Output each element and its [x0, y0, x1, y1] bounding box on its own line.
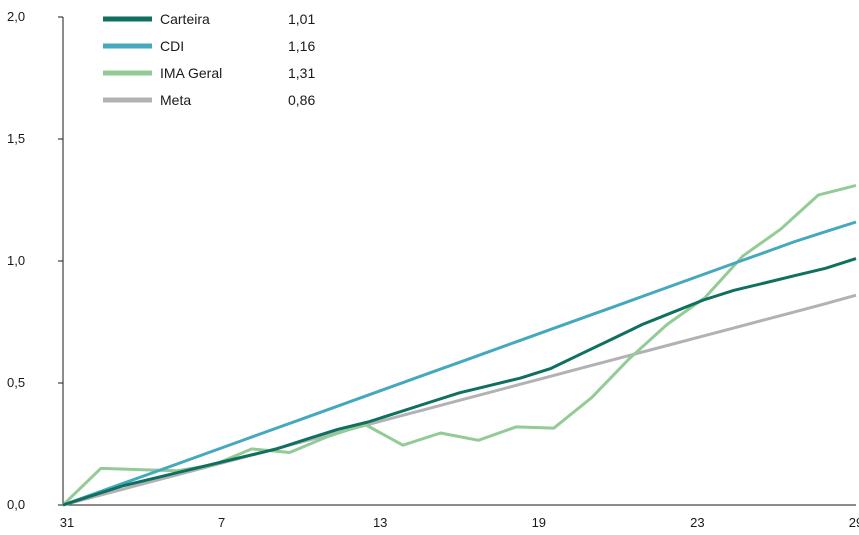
legend-label: Carteira [160, 11, 210, 27]
y-tick-label: 1,0 [7, 253, 25, 268]
series-line-meta [62, 293, 857, 507]
x-tick-label: 23 [690, 515, 704, 530]
y-axis-ticks: 0,0 0,5 1,0 1,5 2,0 [7, 9, 63, 512]
x-tick-label: 7 [218, 515, 225, 530]
x-tick-label: 19 [532, 515, 546, 530]
x-tick-label: 29 [849, 515, 859, 530]
legend: Carteira 1,01 CDI 1,16 IMA Geral 1,31 Meta 0,86 [103, 11, 315, 108]
y-tick-label: 2,0 [7, 9, 25, 24]
legend-label: Meta [160, 92, 191, 108]
legend-label: IMA Geral [160, 65, 222, 81]
x-tick-label: 31 [60, 515, 74, 530]
series-lines [61, 183, 857, 507]
y-tick-label: 0,0 [7, 497, 25, 512]
legend-value: 1,31 [288, 65, 315, 81]
y-tick-label: 0,5 [7, 375, 25, 390]
legend-value: 1,01 [288, 11, 315, 27]
legend-value: 1,16 [288, 38, 315, 54]
legend-label: CDI [160, 38, 184, 54]
x-tick-label: 13 [373, 515, 387, 530]
y-tick-label: 1,5 [7, 131, 25, 146]
x-axis-ticks: 31 7 13 19 23 29 [60, 515, 859, 530]
series-line-cdi [62, 220, 857, 507]
legend-value: 0,86 [288, 92, 315, 108]
series-line-ima-geral [61, 183, 857, 507]
series-line-carteira [62, 257, 857, 507]
